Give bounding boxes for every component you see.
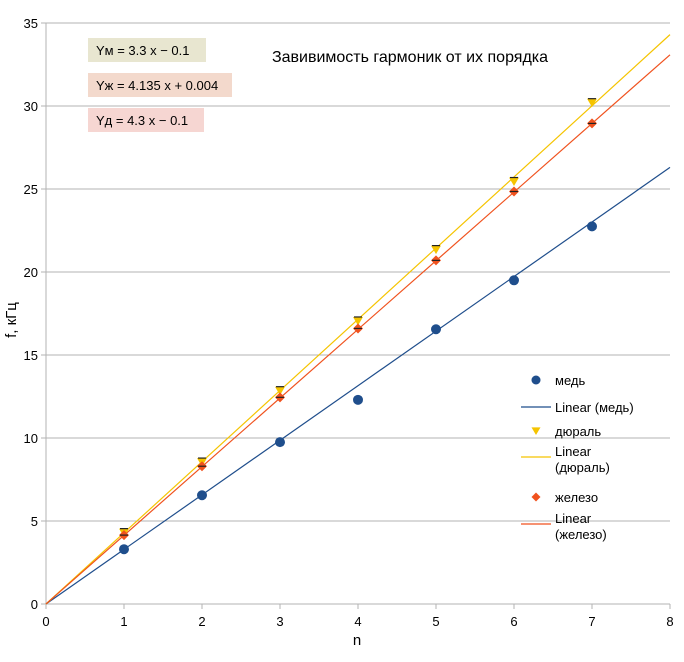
data-point-0 bbox=[197, 490, 207, 501]
data-point-1 bbox=[587, 98, 597, 108]
legend: медь Linear (медь) дюраль Linear (дюраль) жел… bbox=[521, 373, 634, 542]
legend-item: железо bbox=[531, 490, 598, 505]
equation-box: Yж = 4.135 x + 0.004 bbox=[88, 73, 232, 97]
y-tick-label: 0 bbox=[31, 597, 38, 612]
trend-line-0 bbox=[45, 166, 671, 605]
x-tick-label: 7 bbox=[588, 614, 595, 629]
grid bbox=[46, 22, 670, 522]
y-tick-label: 35 bbox=[24, 16, 38, 31]
data-point-0 bbox=[509, 275, 519, 286]
legend-label: Linear (дюраль) bbox=[555, 444, 610, 475]
x-tick-label: 3 bbox=[276, 614, 283, 629]
equation-background bbox=[88, 73, 232, 97]
x-tick-label: 8 bbox=[666, 614, 673, 629]
y-tick-label: 15 bbox=[24, 348, 38, 363]
data-point-0 bbox=[587, 221, 597, 232]
x-tick-label: 2 bbox=[198, 614, 205, 629]
legend-item: медь bbox=[531, 373, 585, 388]
equation-text: Yж = 4.135 x + 0.004 bbox=[96, 78, 218, 93]
y-tick-label: 25 bbox=[24, 182, 38, 197]
data-point-0 bbox=[119, 544, 129, 555]
x-tick-label: 5 bbox=[432, 614, 439, 629]
x-tick-label: 1 bbox=[120, 614, 127, 629]
equation-text: Yд = 4.3 x − 0.1 bbox=[96, 113, 188, 128]
y-axis-label: f, кГц bbox=[3, 302, 20, 338]
equation-background bbox=[88, 38, 206, 62]
y-tick-label: 5 bbox=[31, 514, 38, 529]
legend-marker-0 bbox=[531, 375, 541, 385]
x-axis-label: n bbox=[353, 632, 361, 649]
equation-background bbox=[88, 108, 204, 132]
data-point-0 bbox=[275, 437, 285, 448]
y-tick-label: 10 bbox=[24, 431, 38, 446]
legend-item: Linear (железо) bbox=[521, 511, 607, 542]
legend-label: Linear (железо) bbox=[555, 511, 607, 542]
axes bbox=[41, 22, 671, 609]
legend-item: Linear (дюраль) bbox=[521, 444, 610, 475]
legend-label: железо bbox=[555, 490, 598, 505]
legend-item: дюраль bbox=[531, 424, 601, 439]
error-bars bbox=[120, 98, 596, 536]
legend-marker-1 bbox=[531, 427, 541, 436]
data-point-1 bbox=[353, 316, 363, 326]
data-point-1 bbox=[275, 386, 285, 396]
legend-marker-2 bbox=[531, 492, 541, 502]
x-tick-label: 4 bbox=[354, 614, 361, 629]
equation-text: Yм = 3.3 x − 0.1 bbox=[96, 43, 190, 58]
equation-box: Yд = 4.3 x − 0.1 bbox=[88, 108, 204, 132]
data-point-0 bbox=[431, 324, 441, 335]
chart-title: Завивимость гармоник от их порядка bbox=[272, 49, 548, 66]
legend-item: Linear (медь) bbox=[521, 400, 634, 415]
legend-label: дюраль bbox=[555, 424, 601, 439]
y-tick-label: 30 bbox=[24, 99, 38, 114]
tick-labels: 0 5 10 15 20 25 30 35 0 1 2 3 4 5 6 7 8 bbox=[24, 16, 674, 629]
legend-label: Linear (медь) bbox=[555, 400, 634, 415]
y-tick-label: 20 bbox=[24, 265, 38, 280]
equation-boxes: Yм = 3.3 x − 0.1 Yж = 4.135 x + 0.004 Yд =… bbox=[88, 38, 232, 132]
legend-label: медь bbox=[555, 373, 585, 388]
data-point-1 bbox=[509, 177, 519, 187]
x-tick-label: 0 bbox=[42, 614, 49, 629]
data-point-0 bbox=[353, 394, 363, 405]
data-point-1 bbox=[431, 245, 441, 255]
equation-box: Yм = 3.3 x − 0.1 bbox=[88, 38, 206, 62]
x-tick-label: 6 bbox=[510, 614, 517, 629]
